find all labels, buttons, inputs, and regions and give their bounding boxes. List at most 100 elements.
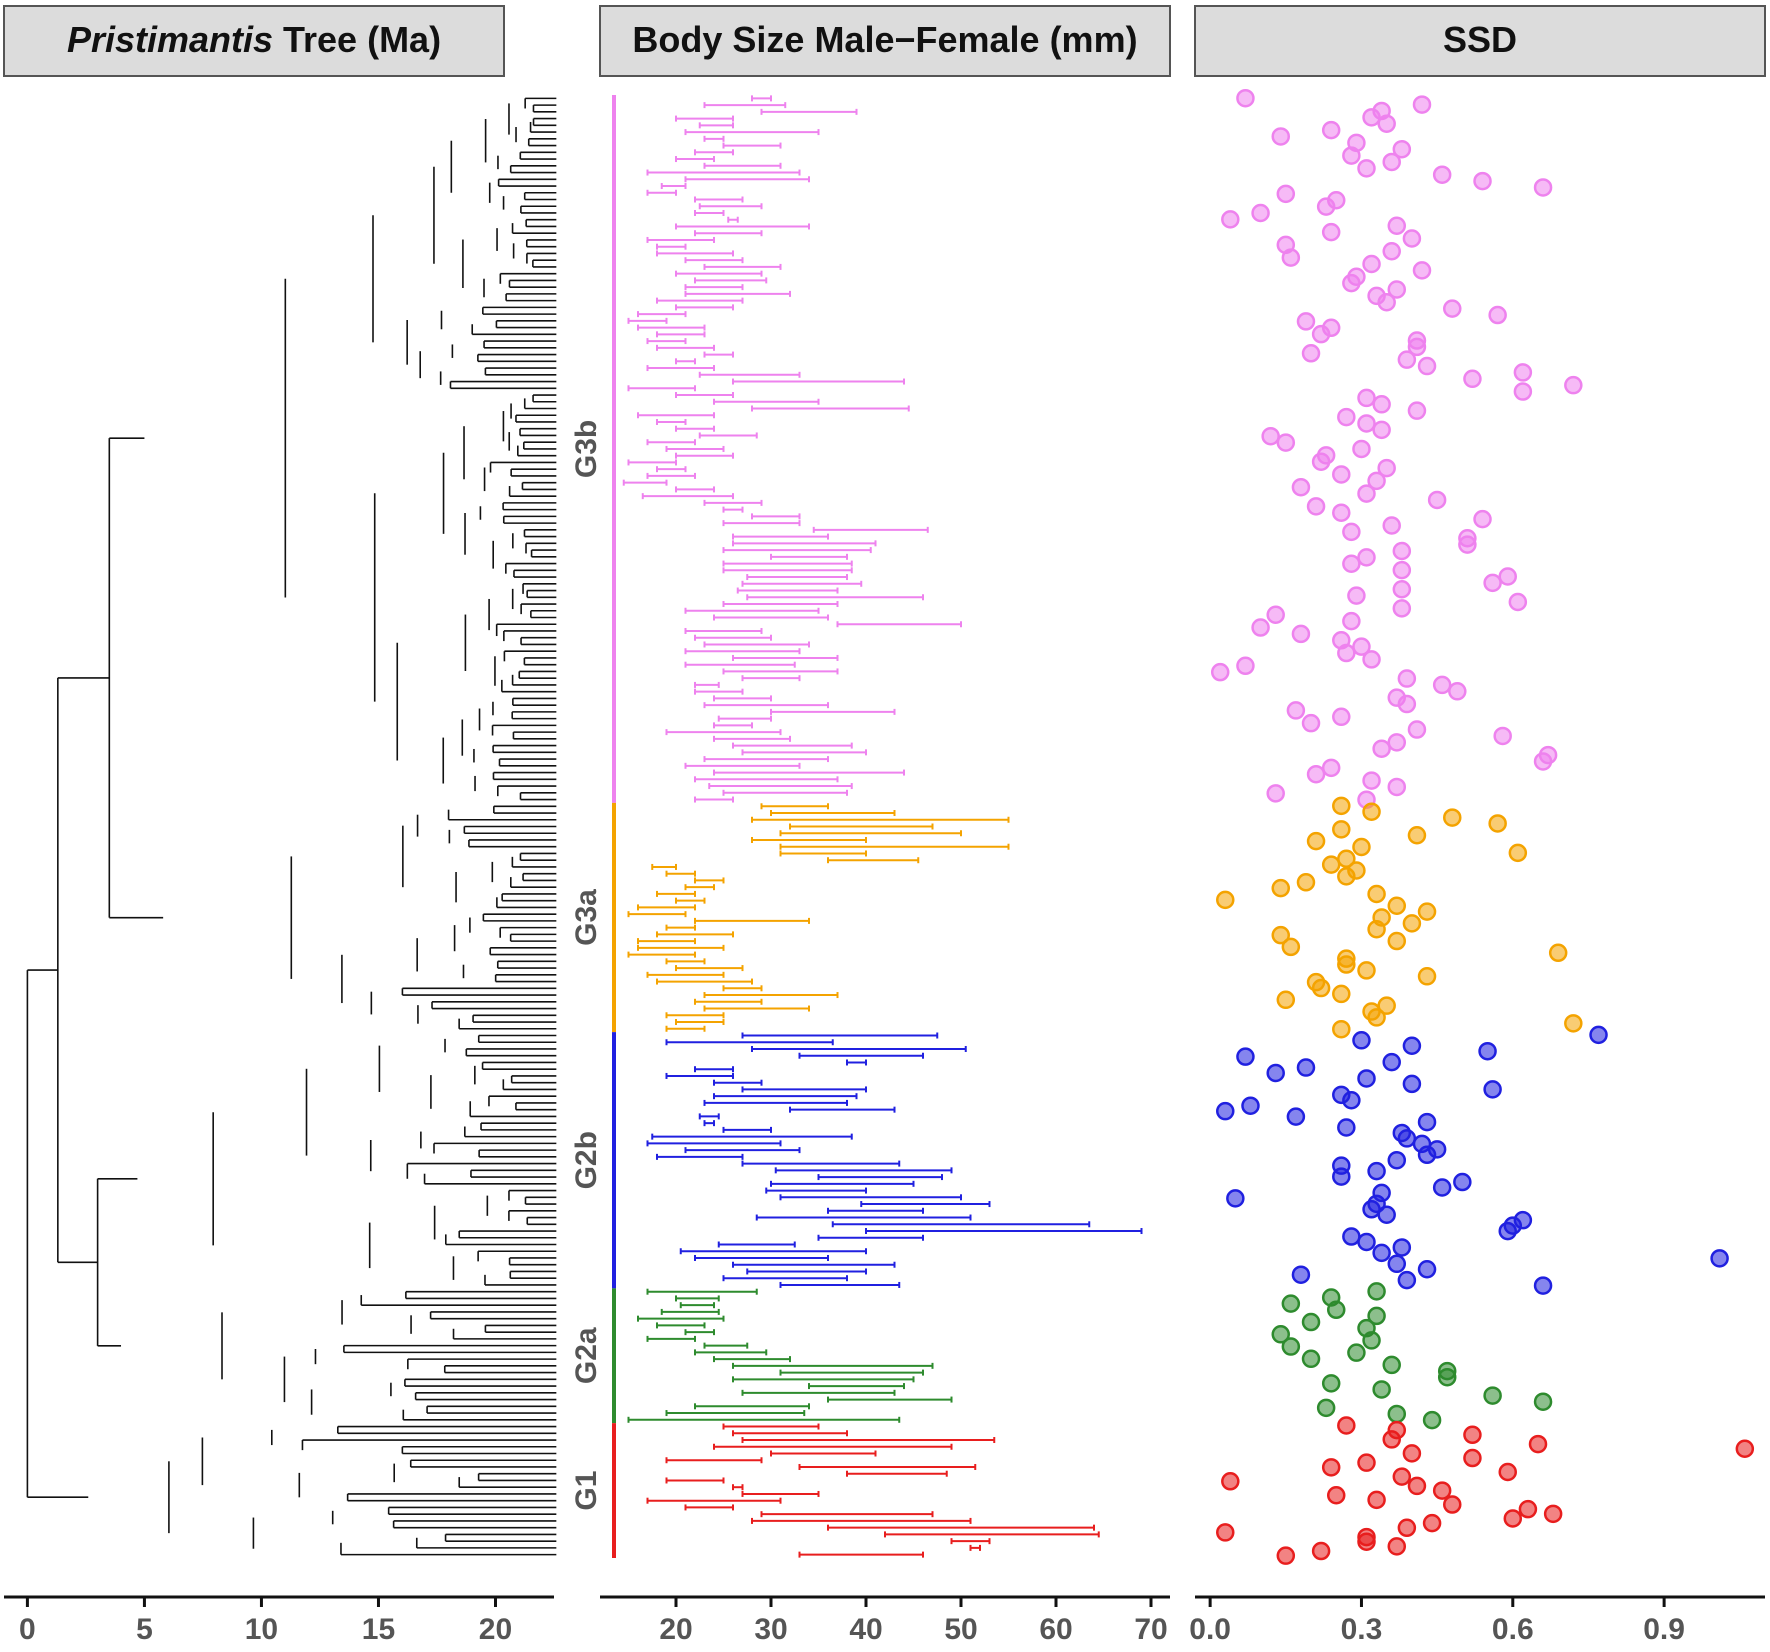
- ssd-point-g3b: [1382, 241, 1401, 261]
- ssd-point-g2b: [1337, 1118, 1356, 1137]
- tree-panel-strip: Pristimantis Tree (Ma): [3, 5, 505, 77]
- body-size-range: [627, 459, 677, 466]
- ssd-point-g3b: [1251, 203, 1270, 223]
- ssd-point-g2a: [1281, 1294, 1301, 1313]
- ssd-point-g3b: [1372, 739, 1391, 758]
- body-size-range: [846, 1470, 948, 1477]
- ssd-point-g3a: [1564, 1014, 1583, 1033]
- body-size-range: [732, 378, 905, 385]
- ssd-point-g3b: [1443, 299, 1462, 318]
- ssd-point-g2b: [1397, 1270, 1417, 1290]
- ssd-point-g2b: [1589, 1025, 1608, 1045]
- body-size-range: [684, 290, 791, 297]
- ssd-point-g3a: [1367, 920, 1386, 939]
- body-size-range: [770, 810, 896, 817]
- ssd-panel: 0.0 0.3 0.6 0.9: [1189, 88, 1765, 1646]
- ssd-point-g3a: [1332, 796, 1351, 816]
- body-size-range: [827, 1524, 1095, 1531]
- body-size-range: [694, 149, 734, 156]
- body-size-range: [684, 129, 820, 136]
- body-size-range: [698, 1113, 720, 1120]
- body-size-range: [627, 385, 696, 392]
- body-panel-title: Body Size Male−Female (mm): [632, 19, 1137, 60]
- body-size-range: [770, 1180, 915, 1187]
- body-size-range: [751, 836, 867, 843]
- ssd-point-g3b: [1498, 567, 1517, 586]
- ssd-point-g3b: [1407, 720, 1427, 739]
- body-size-range: [741, 1389, 896, 1396]
- ssd-point-g2b: [1216, 1101, 1235, 1121]
- ssd-point-g2b: [1478, 1041, 1497, 1061]
- group-label-g3b: G3b: [570, 420, 603, 478]
- body-size-range: [694, 877, 725, 884]
- ssd-point-g3b: [1463, 369, 1482, 389]
- body-size-range: [694, 277, 768, 284]
- body-size-range: [713, 1356, 791, 1363]
- body-size-range: [656, 250, 734, 257]
- ssd-point-g3b: [1301, 713, 1321, 733]
- body-size-range: [660, 183, 687, 190]
- ssd-point-g3b: [1392, 541, 1412, 561]
- body-size-range: [779, 843, 1010, 850]
- body-size-range: [779, 830, 962, 837]
- ssd-point-g3b: [1236, 656, 1255, 676]
- ssd-point-g3b: [1347, 586, 1366, 605]
- body-size-range: [675, 358, 696, 365]
- body-size-range: [831, 1221, 1091, 1228]
- ssd-point-g3a: [1387, 896, 1407, 916]
- ssd-point-g3b: [1276, 433, 1296, 452]
- body-size-range: [637, 938, 696, 945]
- body-size-range: [656, 297, 744, 304]
- ssd-point-g2b: [1387, 1150, 1407, 1170]
- body-size-range: [808, 1383, 905, 1390]
- ssd-point-g3b: [1251, 618, 1270, 637]
- body-size-range: [755, 1214, 972, 1221]
- body-size-range: [694, 917, 810, 924]
- body-size-range: [694, 230, 763, 237]
- ssd-point-g3b: [1342, 554, 1361, 573]
- body-size-range: [656, 331, 706, 338]
- body-size-range: [646, 439, 696, 446]
- body-size-range: [646, 1497, 782, 1504]
- body-size-range: [651, 863, 677, 870]
- ssd-point-g2b: [1377, 1205, 1396, 1224]
- ssd-tick-label: 0.0: [1189, 1613, 1231, 1646]
- ssd-point-g3b: [1564, 375, 1583, 395]
- ssd-point-g3b: [1397, 350, 1417, 369]
- ssd-point-g3b: [1508, 592, 1528, 612]
- body-size-range: [703, 992, 839, 999]
- body-size-range: [684, 257, 744, 264]
- ssd-point-g3b: [1387, 280, 1407, 299]
- body-size-range: [665, 729, 782, 736]
- ssd-point-g3b: [1301, 344, 1321, 363]
- body-size-range: [751, 1517, 972, 1524]
- ssd-point-g3b: [1372, 395, 1391, 414]
- ssd-point-g3b: [1306, 764, 1326, 784]
- body-size-range: [627, 951, 696, 958]
- ssd-point-g3a: [1296, 873, 1316, 892]
- ssd-point-g2b: [1352, 1031, 1371, 1050]
- body-size-range: [656, 418, 687, 425]
- body-tick-label: 30: [754, 1613, 787, 1646]
- body-size-range: [637, 1315, 725, 1322]
- ssd-point-g2a: [1347, 1343, 1366, 1362]
- body-size-range: [741, 1032, 939, 1039]
- ssd-point-g1: [1382, 1430, 1401, 1449]
- ssd-point-g1: [1311, 1541, 1331, 1561]
- body-size-range: [703, 162, 782, 169]
- ssd-point-g2a: [1372, 1380, 1391, 1399]
- ssd-point-g2a: [1301, 1312, 1321, 1332]
- body-size-range: [827, 857, 920, 864]
- ssd-point-g1: [1216, 1523, 1235, 1542]
- body-size-range: [675, 486, 715, 493]
- ssd-point-g3a: [1417, 967, 1437, 986]
- ssd-point-g1: [1402, 1444, 1422, 1463]
- ssd-point-g3a: [1311, 978, 1331, 998]
- ssd-point-g2a: [1387, 1404, 1407, 1424]
- body-size-range: [675, 1295, 720, 1302]
- ssd-point-g3b: [1281, 248, 1301, 267]
- tree-tick-label: 10: [245, 1613, 278, 1646]
- ssd-point-g2a: [1367, 1282, 1386, 1301]
- body-size-range: [760, 803, 829, 810]
- body-size-range: [684, 762, 801, 769]
